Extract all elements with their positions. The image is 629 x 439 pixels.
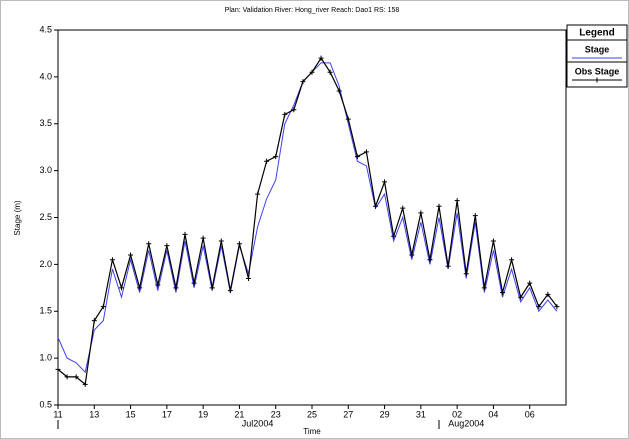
- series-marker: [291, 107, 297, 113]
- series-marker: [363, 149, 369, 155]
- y-tick-label: 2.0: [39, 259, 52, 269]
- series-marker: [382, 179, 388, 185]
- series-marker: [545, 291, 551, 297]
- y-tick-label: 4.5: [39, 24, 52, 34]
- series-marker: [391, 233, 397, 239]
- series-line: [57, 57, 558, 386]
- x-axis-label: Time: [303, 427, 321, 436]
- legend-label: Obs Stage: [575, 66, 620, 76]
- x-tick-label: 06: [525, 409, 535, 419]
- series-marker: [518, 294, 524, 300]
- series-marker: [418, 210, 424, 216]
- series-marker: [236, 241, 242, 247]
- series-marker: [218, 238, 224, 244]
- series-marker: [55, 366, 61, 372]
- y-axis-label: Stage (m): [13, 200, 22, 235]
- y-tick-label: 3.5: [39, 118, 52, 128]
- y-tick-label: 1.0: [39, 353, 52, 363]
- series-marker: [64, 374, 70, 380]
- series-marker: [445, 263, 451, 269]
- series-marker: [336, 88, 342, 94]
- series-marker: [73, 374, 79, 380]
- series-marker: [119, 285, 124, 291]
- x-tick-label: 23: [271, 409, 281, 419]
- series-marker: [509, 257, 515, 263]
- series-marker: [282, 111, 288, 117]
- series-marker: [300, 79, 306, 85]
- x-tick-label: 11: [53, 409, 62, 419]
- series-marker: [400, 205, 406, 211]
- series-marker: [554, 304, 560, 310]
- x-tick-label: 21: [234, 409, 244, 419]
- y-tick-label: 4.0: [39, 71, 52, 81]
- series-marker: [200, 235, 206, 241]
- series-marker: [246, 275, 251, 281]
- series-marker: [409, 252, 415, 258]
- series-marker: [182, 231, 188, 237]
- x-tick-label: 29: [380, 409, 390, 419]
- series-marker: [173, 285, 179, 291]
- legend-title: Legend: [579, 28, 615, 39]
- series-marker: [490, 238, 496, 244]
- series-marker: [327, 69, 333, 75]
- y-tick-label: 1.5: [39, 306, 52, 316]
- series-marker: [481, 285, 487, 291]
- series-marker: [109, 257, 115, 263]
- legend-marker: [594, 77, 600, 83]
- x-tick-label: 27: [343, 409, 353, 419]
- series-marker: [155, 282, 161, 288]
- series-marker: [264, 158, 270, 164]
- y-tick-label: 2.5: [39, 212, 52, 222]
- series-marker: [128, 252, 134, 258]
- month-label: Aug2004: [448, 418, 484, 428]
- series-marker: [209, 285, 215, 291]
- x-tick-label: 17: [162, 409, 172, 419]
- series-marker: [309, 69, 315, 75]
- x-tick-label: 02: [452, 409, 462, 419]
- legend-box: [566, 24, 628, 88]
- series-marker: [427, 257, 433, 263]
- x-tick-label: 04: [488, 409, 498, 419]
- series-marker: [82, 381, 88, 387]
- legend-label: Stage: [585, 44, 610, 54]
- series-marker: [100, 304, 106, 310]
- series-marker: [91, 318, 97, 324]
- chart-title: Plan: Validation River: Hong_river Reach…: [225, 7, 400, 14]
- series-marker: [472, 213, 478, 219]
- month-label: Jul2004: [242, 418, 274, 428]
- y-tick-label: 0.5: [39, 399, 52, 409]
- series-marker: [536, 304, 542, 310]
- series-marker: [318, 55, 324, 61]
- series-marker: [373, 203, 378, 209]
- x-tick-label: 31: [416, 409, 426, 419]
- series-marker: [137, 285, 143, 291]
- series-marker: [463, 271, 469, 277]
- series-marker: [273, 154, 279, 160]
- series-marker: [454, 198, 460, 204]
- series-marker: [436, 203, 442, 209]
- x-tick-label: 15: [126, 409, 136, 419]
- x-tick-label: 25: [307, 409, 317, 419]
- x-tick-label: 19: [198, 409, 208, 419]
- x-tick-label: 13: [89, 409, 99, 419]
- series-marker: [500, 290, 505, 295]
- series-marker: [354, 154, 360, 160]
- series-marker: [345, 116, 351, 122]
- series-marker: [255, 191, 261, 197]
- y-tick-label: 3.0: [39, 165, 52, 175]
- series-marker: [146, 241, 152, 247]
- series-marker: [164, 243, 170, 249]
- series-marker: [527, 280, 533, 286]
- series-marker: [191, 280, 197, 286]
- series-marker: [227, 288, 233, 294]
